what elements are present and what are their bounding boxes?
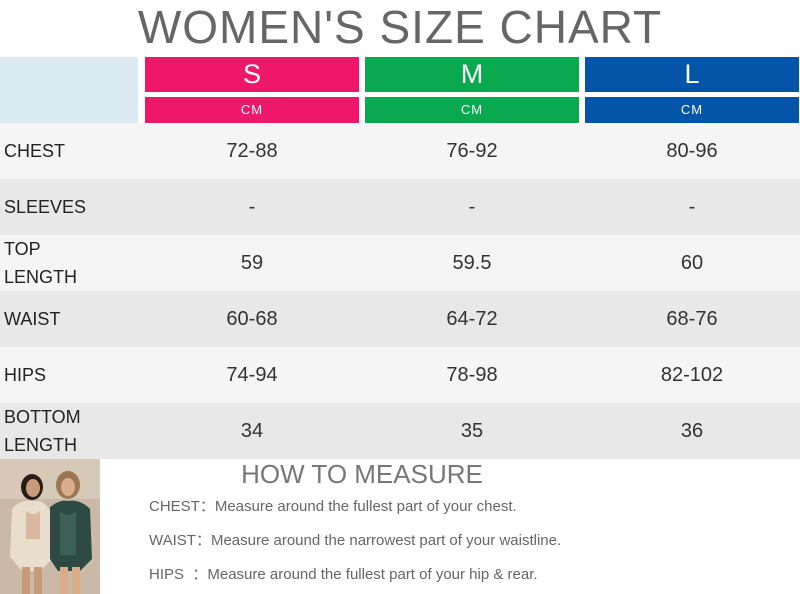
unit-header-m: CM (365, 97, 579, 123)
unit-header-l: CM (585, 97, 799, 123)
table-row-hips: HIPS 74-94 78-98 82-102 (0, 347, 800, 403)
table-cell: 82-102 (660, 364, 724, 386)
row-label: TOP LENGTH (4, 239, 78, 287)
table-row-bottom-length: BOTTOM LENGTH 34 35 36 (0, 403, 800, 459)
table-cell: 36 (680, 420, 704, 442)
measure-label: CHEST： (149, 498, 215, 515)
table-cell: 59 (240, 252, 264, 274)
row-label: BOTTOM LENGTH (4, 407, 81, 455)
table-cell: 60 (680, 252, 704, 274)
table-cell: 72-88 (226, 140, 278, 162)
row-label: HIPS (4, 365, 47, 385)
row-label: WAIST (4, 309, 61, 329)
table-cell: - (468, 196, 476, 218)
measure-text: Measure around the fullest part of your … (207, 566, 538, 583)
table-row-top-length: TOP LENGTH 59 59.5 60 (0, 235, 800, 291)
table-row-sleeves: SLEEVES - - - (0, 179, 800, 235)
table-cell: 80-96 (666, 140, 718, 162)
table-cell: 59.5 (452, 252, 492, 274)
measure-hips: HIPS ：Measure around the fullest part of… (149, 563, 538, 587)
row-label: SLEEVES (4, 197, 87, 217)
table-cell: 68-76 (666, 308, 718, 330)
measure-text: Measure around the fullest part of your … (214, 498, 517, 515)
table-cell: - (248, 196, 256, 218)
measure-waist: WAIST：Measure around the narrowest part … (149, 529, 561, 553)
table-cell: 78-98 (446, 364, 498, 386)
table-row-waist: WAIST 60-68 64-72 68-76 (0, 291, 800, 347)
table-row-chest: CHEST 72-88 76-92 80-96 (0, 123, 800, 179)
table-cell: 35 (460, 420, 484, 442)
how-to-measure-title: HOW TO MEASURE (241, 459, 483, 489)
measure-text: Measure around the narrowest part of you… (210, 532, 562, 549)
measure-chest: CHEST：Measure around the fullest part of… (149, 495, 517, 519)
table-cell: 64-72 (446, 308, 498, 330)
chart-title: WOMEN'S SIZE CHART (137, 1, 663, 53)
table-cell: 76-92 (446, 140, 498, 162)
table-cell: 74-94 (226, 364, 278, 386)
unit-header-s: CM (145, 97, 359, 123)
model-photo (0, 459, 100, 594)
measure-label: HIPS ： (149, 566, 208, 583)
table-cell: - (688, 196, 696, 218)
row-label: CHEST (4, 141, 66, 161)
size-header-l: L (585, 57, 799, 92)
size-header-m: M (365, 57, 579, 92)
measure-label: WAIST： (149, 532, 211, 549)
header-corner (0, 57, 138, 123)
size-header-s: S (145, 57, 359, 92)
table-cell: 60-68 (226, 308, 278, 330)
table-cell: 34 (240, 420, 264, 442)
